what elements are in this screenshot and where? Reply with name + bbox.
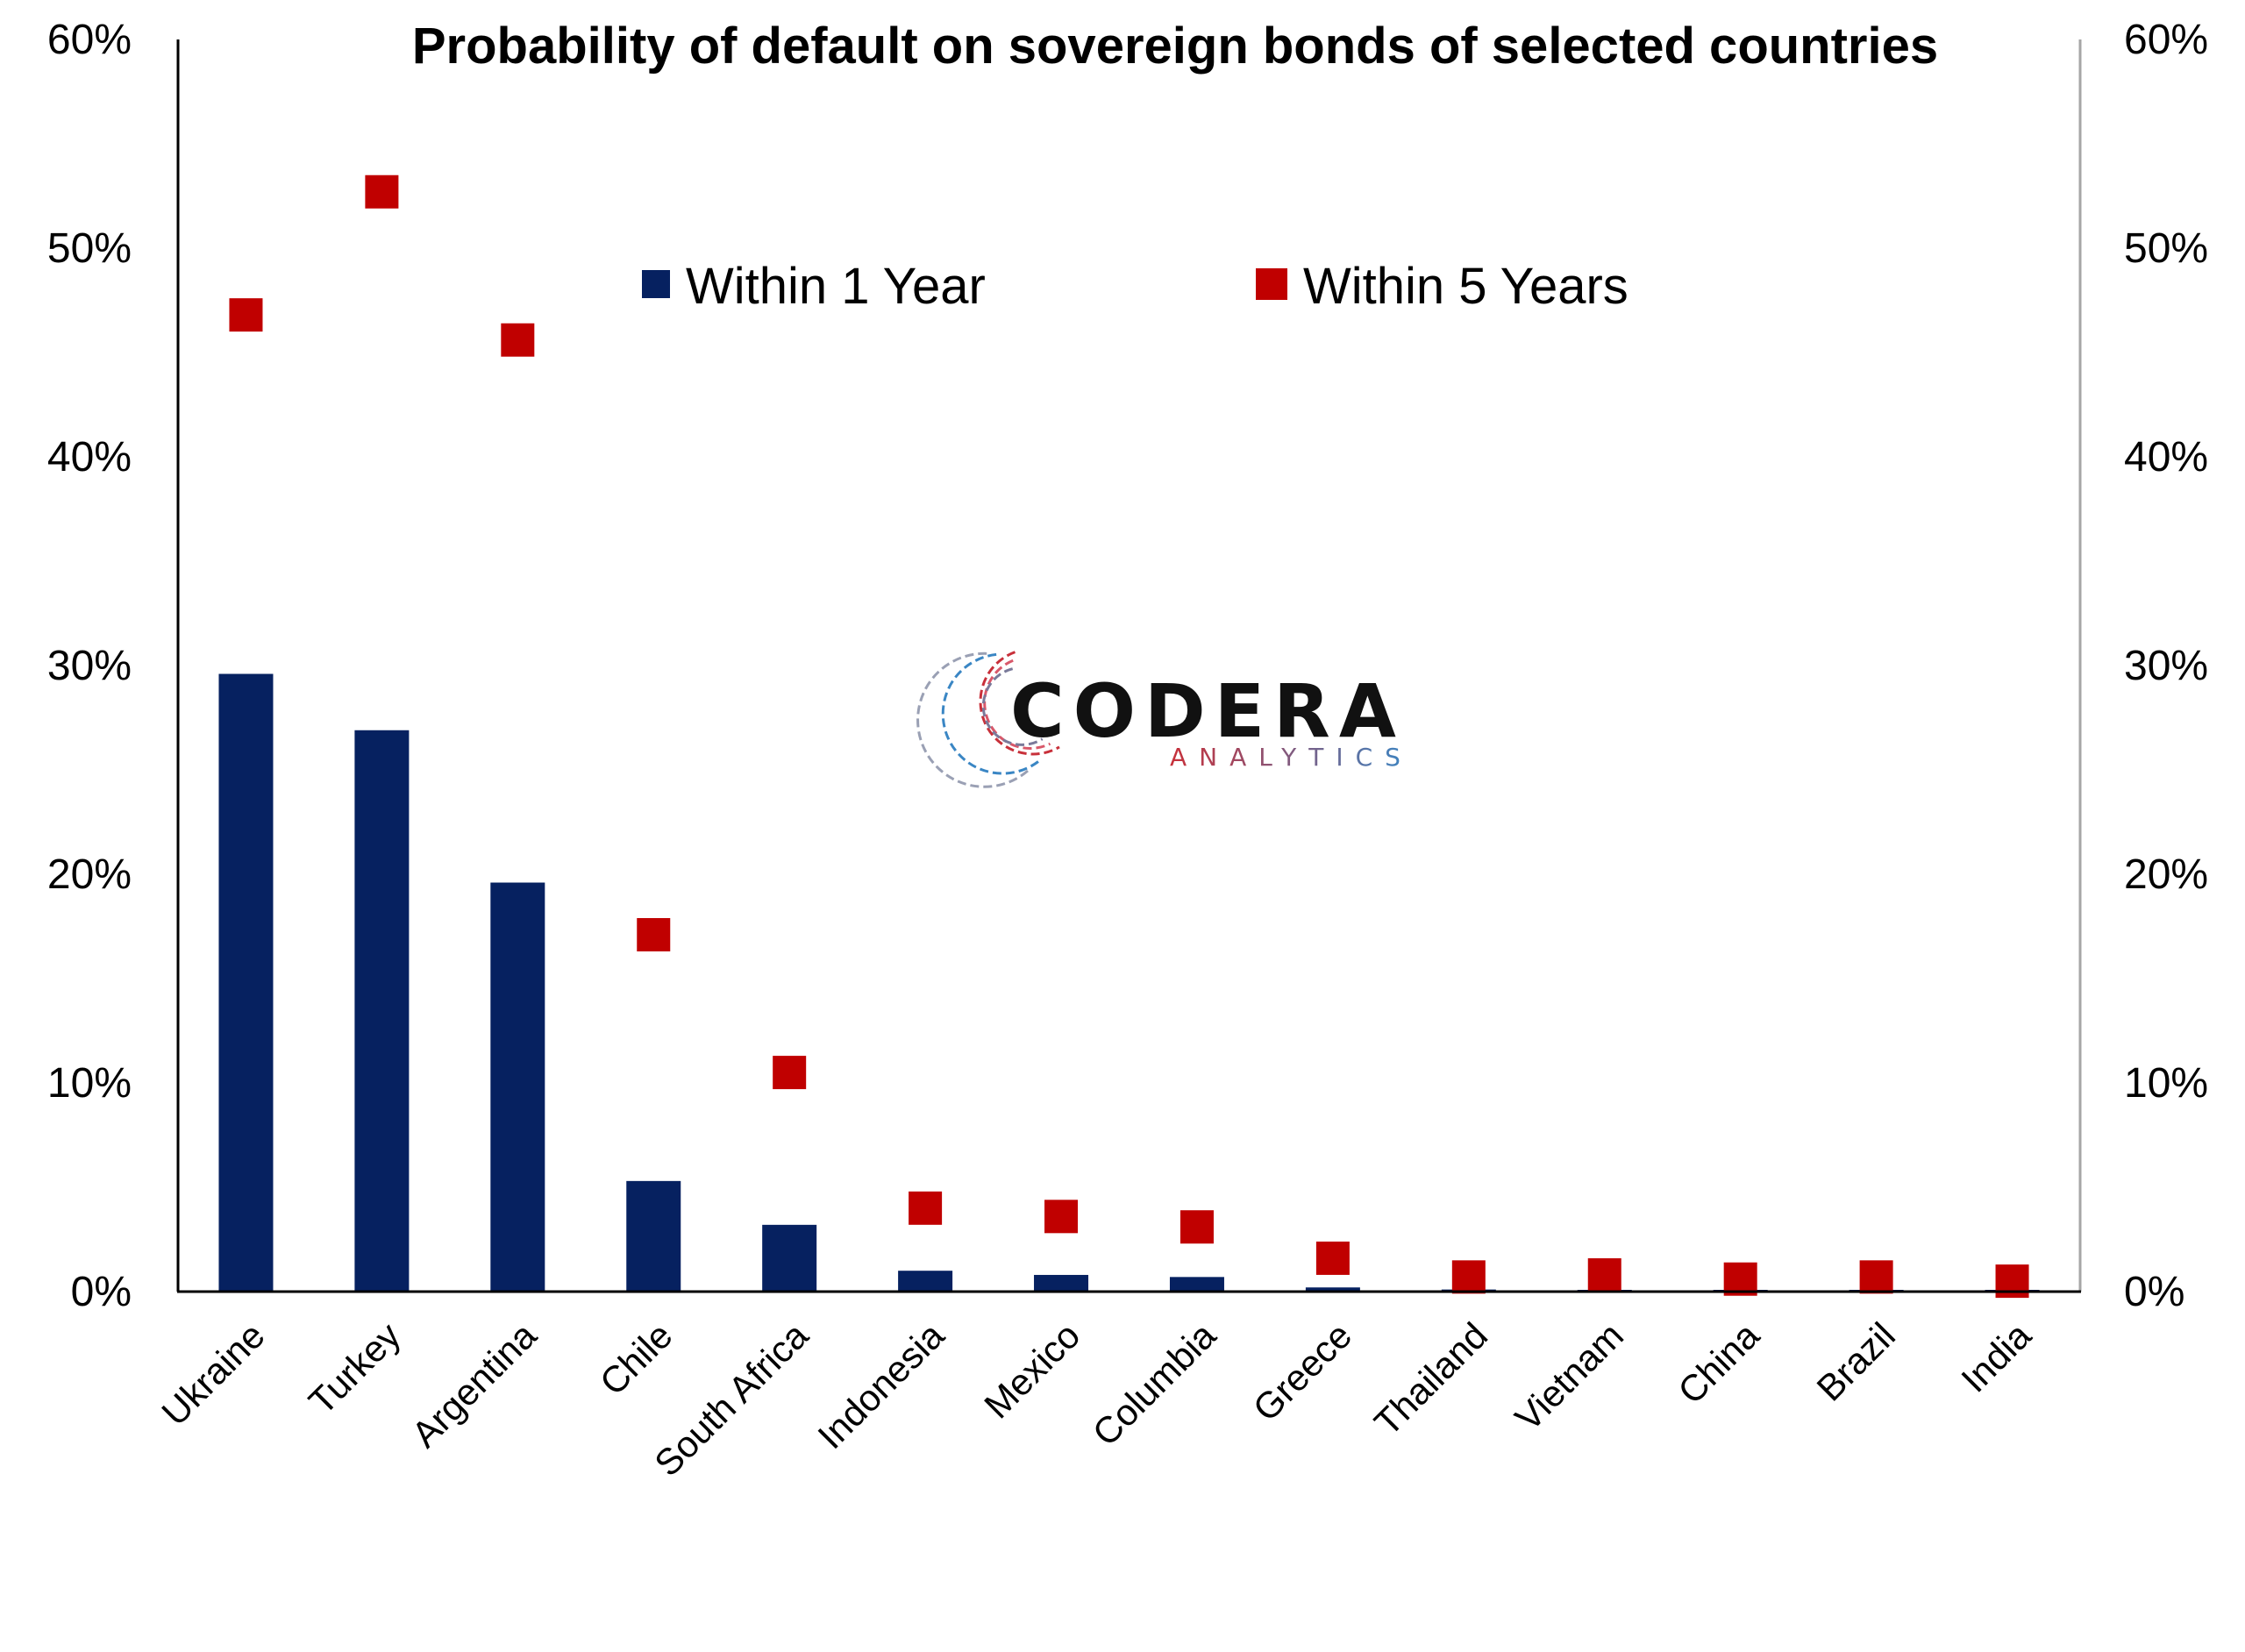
category-label-mexico: Mexico — [976, 1314, 1087, 1426]
left-axis-tick-label: 20% — [47, 851, 132, 898]
marker-china — [1723, 1262, 1757, 1296]
legend-label-within-5-years: Within 5 Years — [1303, 258, 1629, 315]
bar-chile — [626, 1180, 681, 1292]
chart-title: Probability of default on sovereign bond… — [412, 18, 1938, 75]
left-axis-tick-label: 0% — [71, 1269, 132, 1315]
logo-arc — [979, 651, 1060, 756]
bar-indonesia — [898, 1271, 953, 1292]
right-axis-ticks: 0% 10% 20% 30% 40% 50% 60% — [2124, 17, 2208, 1315]
category-label-chile: Chile — [592, 1314, 681, 1403]
category-label-ukraine: Ukraine — [153, 1314, 273, 1434]
legend-swatch-within-1-year — [642, 270, 670, 298]
left-axis-tick-label: 40% — [47, 434, 132, 481]
logo-arc-mark — [916, 651, 1060, 788]
logo-arc — [983, 659, 1051, 750]
bar-greece — [1305, 1287, 1360, 1292]
logo-text: CODERA — [1010, 668, 1405, 754]
right-axis-tick-label: 60% — [2124, 17, 2208, 63]
bar-columbia — [1169, 1277, 1224, 1292]
legend-label-within-1-year: Within 1 Year — [686, 258, 986, 315]
marker-brazil — [1859, 1260, 1893, 1294]
category-label-greece: Greece — [1245, 1314, 1360, 1429]
category-label-turkey: Turkey — [301, 1314, 409, 1422]
right-axis-tick-label: 10% — [2124, 1060, 2208, 1107]
marker-chile — [637, 918, 671, 952]
category-label-argentina: Argentina — [403, 1314, 545, 1456]
codera-analytics-logo: CODERA ANALYTICS — [916, 651, 1413, 788]
category-label-brazil: Brazil — [1808, 1314, 1903, 1409]
marker-indonesia — [909, 1191, 943, 1225]
series-within-5-years — [229, 174, 2029, 1299]
right-axis-tick-label: 20% — [2124, 851, 2208, 898]
marker-mexico — [1044, 1200, 1079, 1234]
left-axis-tick-label: 50% — [47, 225, 132, 272]
marker-turkey — [365, 174, 399, 209]
marker-argentina — [501, 323, 535, 357]
right-axis-tick-label: 30% — [2124, 643, 2208, 689]
right-axis-tick-label: 50% — [2124, 225, 2208, 272]
bar-ukraine — [218, 673, 274, 1292]
logo-subtext: ANALYTICS — [1170, 743, 1413, 772]
category-label-india: India — [1953, 1314, 2039, 1400]
legend: Within 1 Year Within 5 Years — [642, 258, 1629, 315]
left-axis-ticks: 0% 10% 20% 30% 40% 50% 60% — [47, 17, 132, 1315]
right-axis-tick-label: 0% — [2124, 1269, 2184, 1315]
logo-arc — [981, 667, 1044, 746]
marker-columbia — [1180, 1210, 1214, 1244]
left-axis-tick-label: 30% — [47, 643, 132, 689]
right-axis-tick-label: 40% — [2124, 434, 2208, 481]
marker-greece — [1315, 1241, 1350, 1275]
left-axis-tick-label: 60% — [47, 17, 132, 63]
legend-swatch-within-5-years — [1256, 268, 1287, 300]
logo-arc — [916, 652, 1032, 788]
left-axis-tick-label: 10% — [47, 1060, 132, 1107]
category-label-china: China — [1670, 1314, 1767, 1412]
bar-argentina — [490, 882, 545, 1292]
category-label-columbia: Columbia — [1085, 1314, 1224, 1454]
marker-south-africa — [773, 1056, 807, 1090]
marker-vietnam — [1587, 1257, 1621, 1292]
logo-arc — [941, 652, 1041, 775]
series-within-1-year — [218, 673, 2040, 1292]
category-label-thailand: Thailand — [1366, 1314, 1495, 1443]
category-label-indonesia: Indonesia — [809, 1314, 951, 1456]
bar-mexico — [1034, 1274, 1089, 1292]
bar-turkey — [354, 730, 410, 1292]
category-label-vietnam: Vietnam — [1507, 1314, 1631, 1439]
marker-ukraine — [229, 298, 263, 332]
bar-south-africa — [762, 1224, 817, 1292]
marker-thailand — [1451, 1260, 1486, 1294]
